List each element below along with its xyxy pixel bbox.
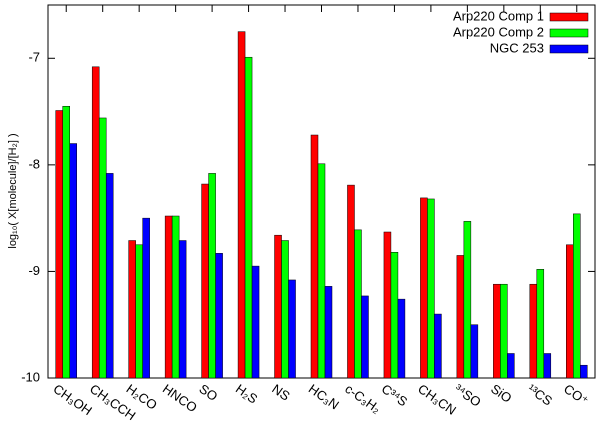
bar (288, 279, 296, 379)
bar (105, 173, 114, 379)
bar (171, 215, 180, 379)
legend-label: Arp220 Comp 1 (453, 8, 544, 23)
x-tick-label: CH₃OH (51, 381, 95, 418)
x-tick-label: C³⁴S (379, 381, 411, 410)
bar (91, 66, 100, 379)
bar (529, 283, 538, 379)
bar (493, 283, 501, 379)
legend-swatch (549, 44, 589, 54)
bar (427, 198, 435, 379)
bar (55, 110, 63, 379)
y-tick-label: -9 (28, 263, 40, 278)
x-tick-label: CH₃CN (415, 381, 459, 418)
bar (536, 269, 545, 379)
bar (434, 313, 442, 379)
x-tick-label: SO (196, 381, 220, 404)
bar (135, 244, 143, 379)
bar (456, 255, 465, 379)
bar (383, 231, 392, 379)
bar (470, 324, 479, 379)
bar (347, 184, 355, 379)
bar (573, 213, 581, 379)
bar (500, 283, 508, 379)
bar (62, 105, 70, 379)
legend-label: Arp220 Comp 2 (453, 24, 544, 39)
bar (566, 244, 574, 379)
bar (310, 134, 319, 379)
bar (361, 295, 369, 379)
bar (237, 31, 246, 379)
x-tick-label: SiO (488, 381, 514, 406)
bar (420, 197, 428, 379)
bar (281, 240, 289, 379)
bar (244, 56, 253, 379)
bar (354, 229, 362, 379)
bar (128, 240, 136, 379)
legend-label: NGC 253 (490, 40, 544, 55)
y-axis-label: log₁₀( X[molecule]/[H₂] ) (7, 133, 19, 248)
bar (178, 240, 187, 379)
bar (69, 143, 77, 379)
x-tick-label: CO⁺ (561, 381, 591, 408)
bar (98, 117, 107, 379)
bar (580, 364, 588, 379)
x-tick-label: H₂S (233, 381, 261, 407)
legend-swatch (549, 12, 589, 22)
x-tick-label: c-C₃H₂ (342, 381, 383, 416)
bar (397, 298, 406, 379)
bar (142, 217, 150, 379)
x-tick-label: ¹³CS (525, 381, 556, 409)
x-tick-label: HC₃N (306, 381, 342, 412)
bar (208, 173, 216, 379)
bar (317, 163, 326, 379)
x-tick-label: NS (269, 381, 293, 404)
bar (164, 215, 173, 379)
bar (215, 253, 223, 379)
y-tick-label: -10 (21, 369, 40, 384)
bar (251, 265, 260, 379)
legend-swatch (549, 28, 589, 38)
bar (390, 251, 399, 379)
y-tick-label: -7 (28, 50, 40, 65)
bar (274, 234, 282, 379)
bar (324, 286, 333, 379)
x-tick-label: HNCO (160, 381, 200, 415)
bar (543, 353, 552, 379)
y-tick-label: -8 (28, 156, 40, 171)
bar (201, 183, 209, 379)
bar (463, 221, 472, 379)
bar (507, 353, 515, 379)
